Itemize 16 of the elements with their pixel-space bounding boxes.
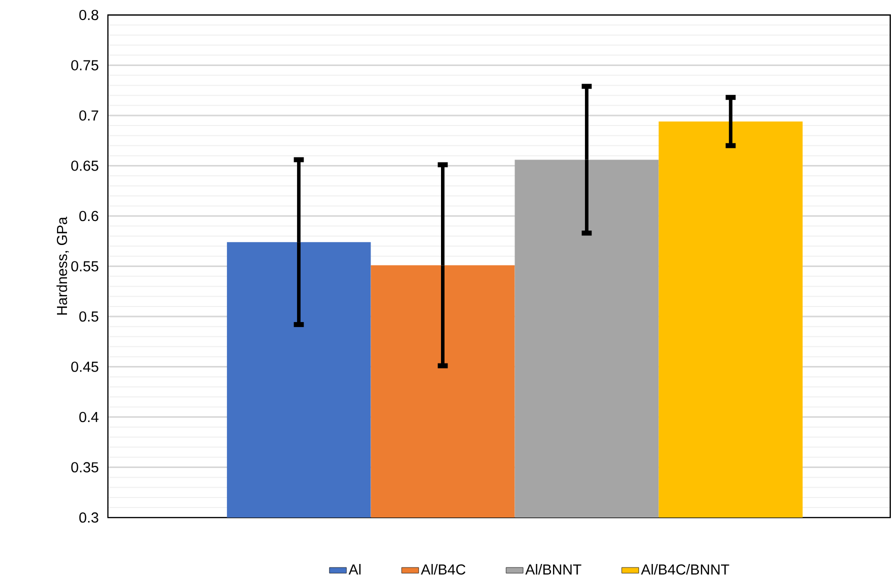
y-tick-label: 0.35 — [71, 462, 98, 472]
y-tick-label: 0.45 — [71, 361, 98, 372]
y-tick-label: 0.8 — [79, 10, 98, 20]
y-tick-label: 0.65 — [71, 160, 98, 171]
y-tick-label: 0.3 — [79, 512, 98, 522]
y-tick-label: 0.55 — [71, 260, 98, 272]
y-tick-label: 0.7 — [79, 110, 98, 120]
y-tick-label: 0.4 — [79, 412, 98, 422]
y-tick-label: 0.75 — [71, 60, 98, 70]
legend-label: Al/BNNT — [525, 564, 582, 574]
y-axis-title: Hardness, GPa — [56, 216, 69, 314]
legend-label: Al/B4C/BNNT — [640, 564, 730, 574]
legend-label: Al — [348, 564, 361, 574]
y-tick-label: 0.5 — [79, 311, 98, 322]
legend-label: Al/B4C — [420, 564, 466, 574]
y-tick-label: 0.6 — [79, 210, 98, 221]
